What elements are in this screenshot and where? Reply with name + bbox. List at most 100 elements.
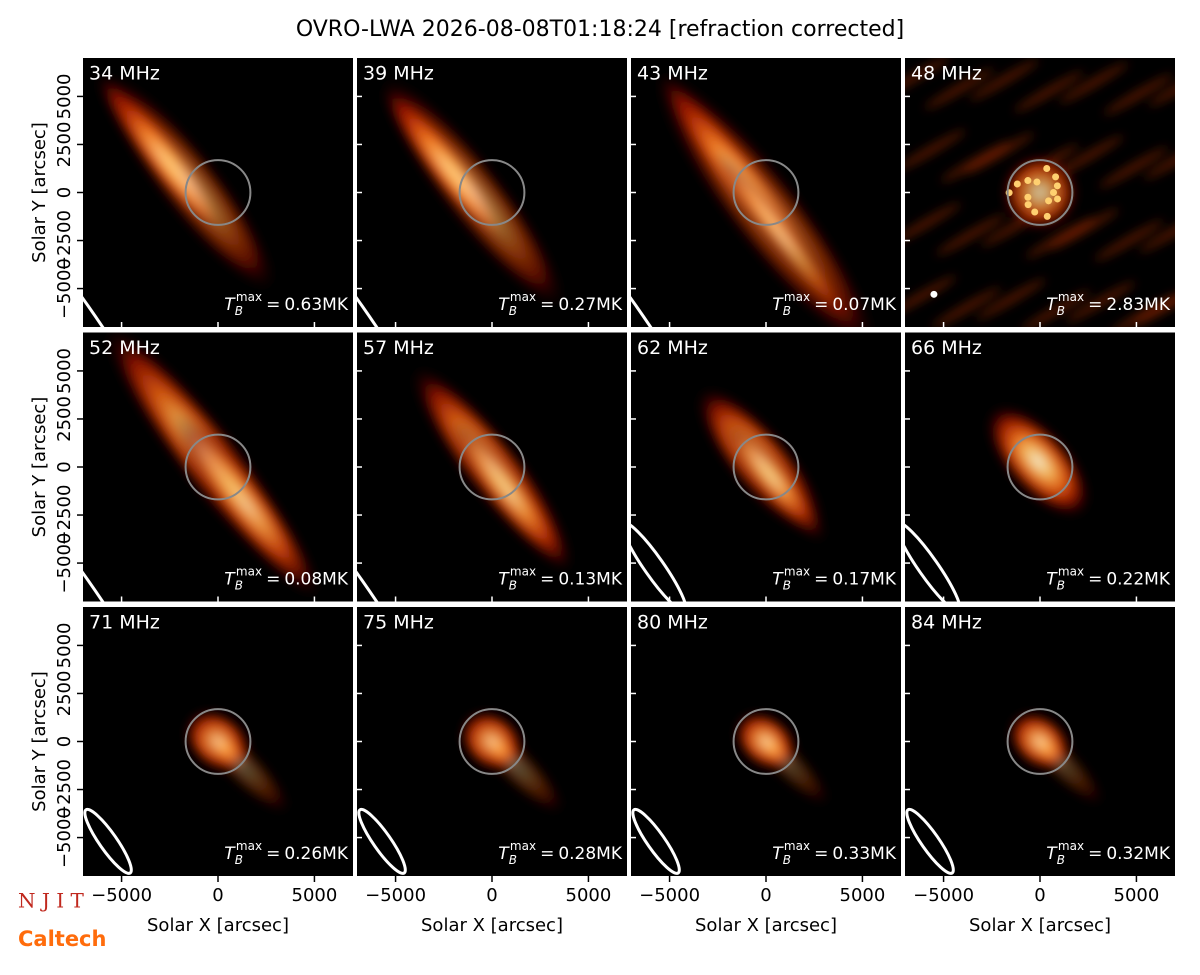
panel	[83, 607, 353, 876]
emission-blob	[450, 418, 573, 573]
solar-limb	[184, 708, 252, 775]
tb-sub: B	[783, 578, 791, 592]
frequency-label: 62 MHz	[637, 337, 708, 359]
solar-limb	[732, 708, 800, 775]
sidelobe	[1049, 208, 1120, 250]
tb-max-label: TBmax = 0.63MK	[224, 290, 349, 318]
tb-sub: B	[509, 853, 517, 867]
speckle	[1050, 189, 1057, 196]
emission	[380, 77, 565, 308]
tb-sup: max	[784, 290, 810, 304]
y-tick-label: 5000	[54, 74, 75, 120]
y-axis-label: Solar Y [arcsec]	[29, 671, 50, 812]
frequency-label: 84 MHz	[911, 612, 982, 634]
y-tick-label: −2500	[54, 210, 75, 271]
sidelobe	[969, 59, 1039, 101]
tb-sup: max	[236, 839, 262, 853]
tb-sub: B	[1057, 578, 1065, 592]
frequency-label: 80 MHz	[637, 612, 708, 634]
y-tick-label: 2500	[54, 122, 75, 168]
speckle	[1053, 182, 1061, 190]
tb-symbol: T	[1046, 570, 1058, 590]
tb-equals: =	[1088, 844, 1102, 864]
y-tick-label: 0	[54, 461, 75, 472]
sidelobe	[1134, 284, 1175, 326]
speckle	[1043, 212, 1051, 220]
tb-value: 0.28MK	[558, 844, 623, 864]
emission-blob	[102, 75, 276, 291]
tb-value: 0.13MK	[558, 570, 623, 590]
tb-max-label: TBmax = 0.33MK	[772, 839, 897, 867]
logo-njit: N J I T	[18, 889, 84, 913]
emission	[104, 332, 321, 598]
emission	[734, 712, 831, 806]
tb-sup: max	[236, 290, 262, 304]
tb-max-label: TBmax = 0.26MK	[224, 839, 349, 867]
sidelobe	[976, 278, 1046, 320]
y-tick-label: −2500	[54, 485, 75, 546]
panel	[631, 58, 901, 327]
sidelobe	[1058, 62, 1129, 104]
x-axis-label: Solar X [arcsec]	[147, 915, 289, 936]
x-tick-label: −5000	[91, 885, 152, 906]
y-axis-label: Solar Y [arcsec]	[29, 122, 50, 263]
panel	[83, 332, 353, 602]
solar-limb	[184, 159, 252, 226]
tb-max-label: TBmax = 0.13MK	[498, 564, 623, 592]
speckle	[1031, 208, 1039, 216]
tb-sub: B	[1057, 304, 1065, 318]
emission-blob	[173, 413, 321, 598]
panel	[83, 58, 353, 327]
panel	[905, 332, 1175, 602]
emission-blob	[1014, 715, 1105, 806]
speckle	[1033, 178, 1041, 186]
sidelobe	[1099, 147, 1169, 188]
tb-symbol: T	[224, 295, 236, 315]
frequency-label: 66 MHz	[911, 337, 982, 359]
sidelobe	[905, 129, 966, 171]
beam	[83, 207, 154, 327]
panel	[357, 58, 627, 327]
x-tick-label: −5000	[365, 885, 426, 906]
tb-max-label: TBmax = 0.07MK	[772, 290, 897, 318]
sidelobe	[1065, 281, 1136, 323]
tb-symbol: T	[772, 295, 784, 315]
y-tick-label: −5000	[54, 807, 75, 868]
tb-value: 2.83MK	[1106, 295, 1171, 315]
sidelobe	[905, 275, 957, 317]
tb-max-label: TBmax = 0.28MK	[498, 839, 623, 867]
tb-sub: B	[235, 304, 243, 318]
speckle	[1024, 201, 1032, 209]
tb-symbol: T	[224, 844, 236, 864]
speckle	[1045, 197, 1053, 205]
tb-symbol: T	[498, 570, 510, 590]
beam	[357, 207, 428, 327]
x-tick-label: 0	[1034, 885, 1045, 906]
frequency-label: 71 MHz	[89, 612, 160, 634]
tb-equals: =	[540, 844, 554, 864]
y-tick-label: 2500	[54, 671, 75, 717]
tb-value: 0.22MK	[1106, 570, 1171, 590]
tb-value: 0.33MK	[832, 844, 897, 864]
panel	[905, 58, 1175, 327]
tb-sup: max	[236, 564, 262, 578]
y-tick-label: −2500	[54, 759, 75, 820]
tb-symbol: T	[224, 570, 236, 590]
solar-limb	[458, 708, 526, 775]
tb-symbol: T	[772, 570, 784, 590]
tb-equals: =	[266, 570, 280, 590]
tb-equals: =	[1088, 570, 1102, 590]
x-axis-label: Solar X [arcsec]	[969, 915, 1111, 936]
speckle	[1054, 195, 1062, 203]
tb-equals: =	[1088, 295, 1102, 315]
sidelobe	[1025, 217, 1096, 258]
emission	[696, 387, 827, 543]
sidelobe	[964, 132, 1035, 174]
sidelobe	[1110, 293, 1175, 327]
tb-sup: max	[510, 564, 536, 578]
sidelobe	[1054, 135, 1124, 177]
panel	[357, 332, 627, 602]
tb-max-label: TBmax = 2.83MK	[1046, 290, 1171, 318]
x-tick-label: 0	[212, 885, 223, 906]
y-axis-label: Solar Y [arcsec]	[29, 397, 50, 538]
